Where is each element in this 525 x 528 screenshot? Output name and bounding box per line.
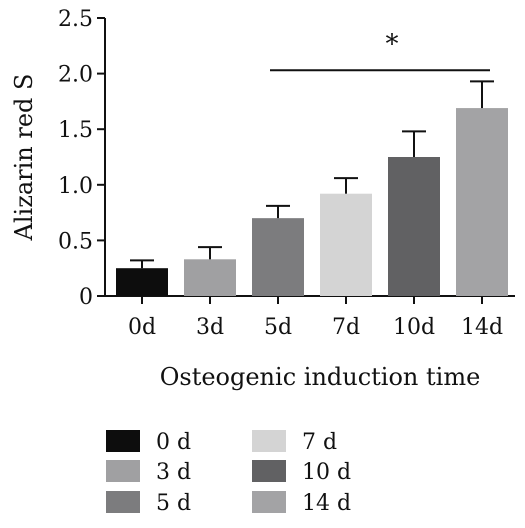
bar: [116, 268, 168, 296]
legend-swatch: [252, 460, 286, 482]
y-tick-label: 2.5: [58, 7, 93, 32]
legend-label: 14 d: [302, 491, 351, 516]
bar: [184, 259, 236, 296]
x-axis: 0d 3d 5d 7d 10d 14d: [105, 295, 515, 340]
x-tick-label: 3d: [196, 315, 224, 340]
y-tick-label: 2.0: [58, 63, 93, 88]
error-bars: [130, 80, 494, 269]
x-tick-label: 14d: [461, 315, 503, 340]
y-tick-label: 0.5: [58, 229, 93, 254]
y-tick-label: 0: [79, 285, 93, 310]
bar: [320, 193, 372, 296]
x-tick-label: 0d: [128, 315, 156, 340]
y-tick-label: 1.5: [58, 118, 93, 143]
y-axis: 0 0.5 1.0 1.5 2.0 2.5: [58, 7, 106, 310]
x-axis-label: Osteogenic induction time: [160, 363, 481, 391]
legend-label: 3 d: [156, 460, 191, 485]
legend: 0 d 3 d 5 d 7 d 10 d 14 d: [106, 430, 351, 516]
y-tick-label: 1.0: [58, 174, 93, 199]
bar: [456, 108, 508, 297]
x-tick-label: 10d: [393, 315, 435, 340]
legend-label: 5 d: [156, 491, 191, 516]
bars: [116, 108, 508, 297]
x-tick-label: 7d: [332, 315, 360, 340]
bar: [388, 157, 440, 296]
legend-swatch: [106, 460, 140, 482]
bar: [252, 218, 304, 296]
significance-marker: *: [386, 29, 399, 59]
legend-swatch: [252, 430, 286, 452]
x-tick-label: 5d: [264, 315, 292, 340]
legend-label: 7 d: [302, 430, 337, 455]
y-axis-label: Alizarin red S: [10, 74, 38, 242]
legend-swatch: [106, 491, 140, 513]
legend-label: 0 d: [156, 430, 191, 455]
legend-swatch: [252, 491, 286, 513]
significance-annotation: *: [270, 29, 490, 72]
legend-swatch: [106, 430, 140, 452]
legend-label: 10 d: [302, 460, 351, 485]
